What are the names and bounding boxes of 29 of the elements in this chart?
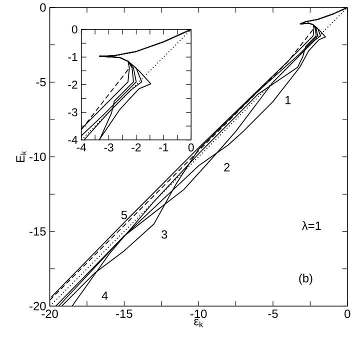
- annotation: 1: [285, 96, 291, 104]
- x-tick-label: -1: [159, 143, 168, 152]
- y-tick-label: -10: [30, 152, 46, 162]
- y-tick-label: -4: [68, 136, 78, 144]
- x-tick-label: -10: [190, 310, 207, 318]
- y-tick-label: -1: [68, 53, 78, 61]
- x-tick-label: -4: [76, 143, 86, 152]
- x-tick-label: 0: [188, 143, 194, 152]
- y-axis-title: E$_{k}$: [16, 151, 26, 162]
- y-tick-label: -3: [68, 108, 78, 116]
- y-tick-label: -5: [36, 78, 46, 86]
- y-tick-label: 0: [72, 25, 78, 34]
- annotation: 2: [224, 163, 230, 172]
- y-tick-label: 0: [40, 3, 46, 12]
- x-tick-label: -20: [42, 310, 58, 318]
- annotation: 3: [161, 230, 168, 239]
- annotation: 4: [102, 292, 108, 300]
- y-tick-label: -2: [68, 80, 78, 89]
- x-tick-label: -5: [268, 310, 278, 318]
- annotation: (b): [299, 274, 312, 285]
- annotation: λ=1: [302, 221, 321, 230]
- x-tick-label: -3: [104, 143, 114, 152]
- annotation: 5: [121, 210, 127, 220]
- x-axis-title: ε$_{k}$: [194, 318, 203, 328]
- x-tick-label: -15: [116, 310, 132, 318]
- x-tick-label: 0: [344, 310, 350, 318]
- x-tick-label: -2: [132, 143, 141, 152]
- y-tick-label: -20: [30, 302, 46, 310]
- y-tick-label: -15: [30, 227, 46, 236]
